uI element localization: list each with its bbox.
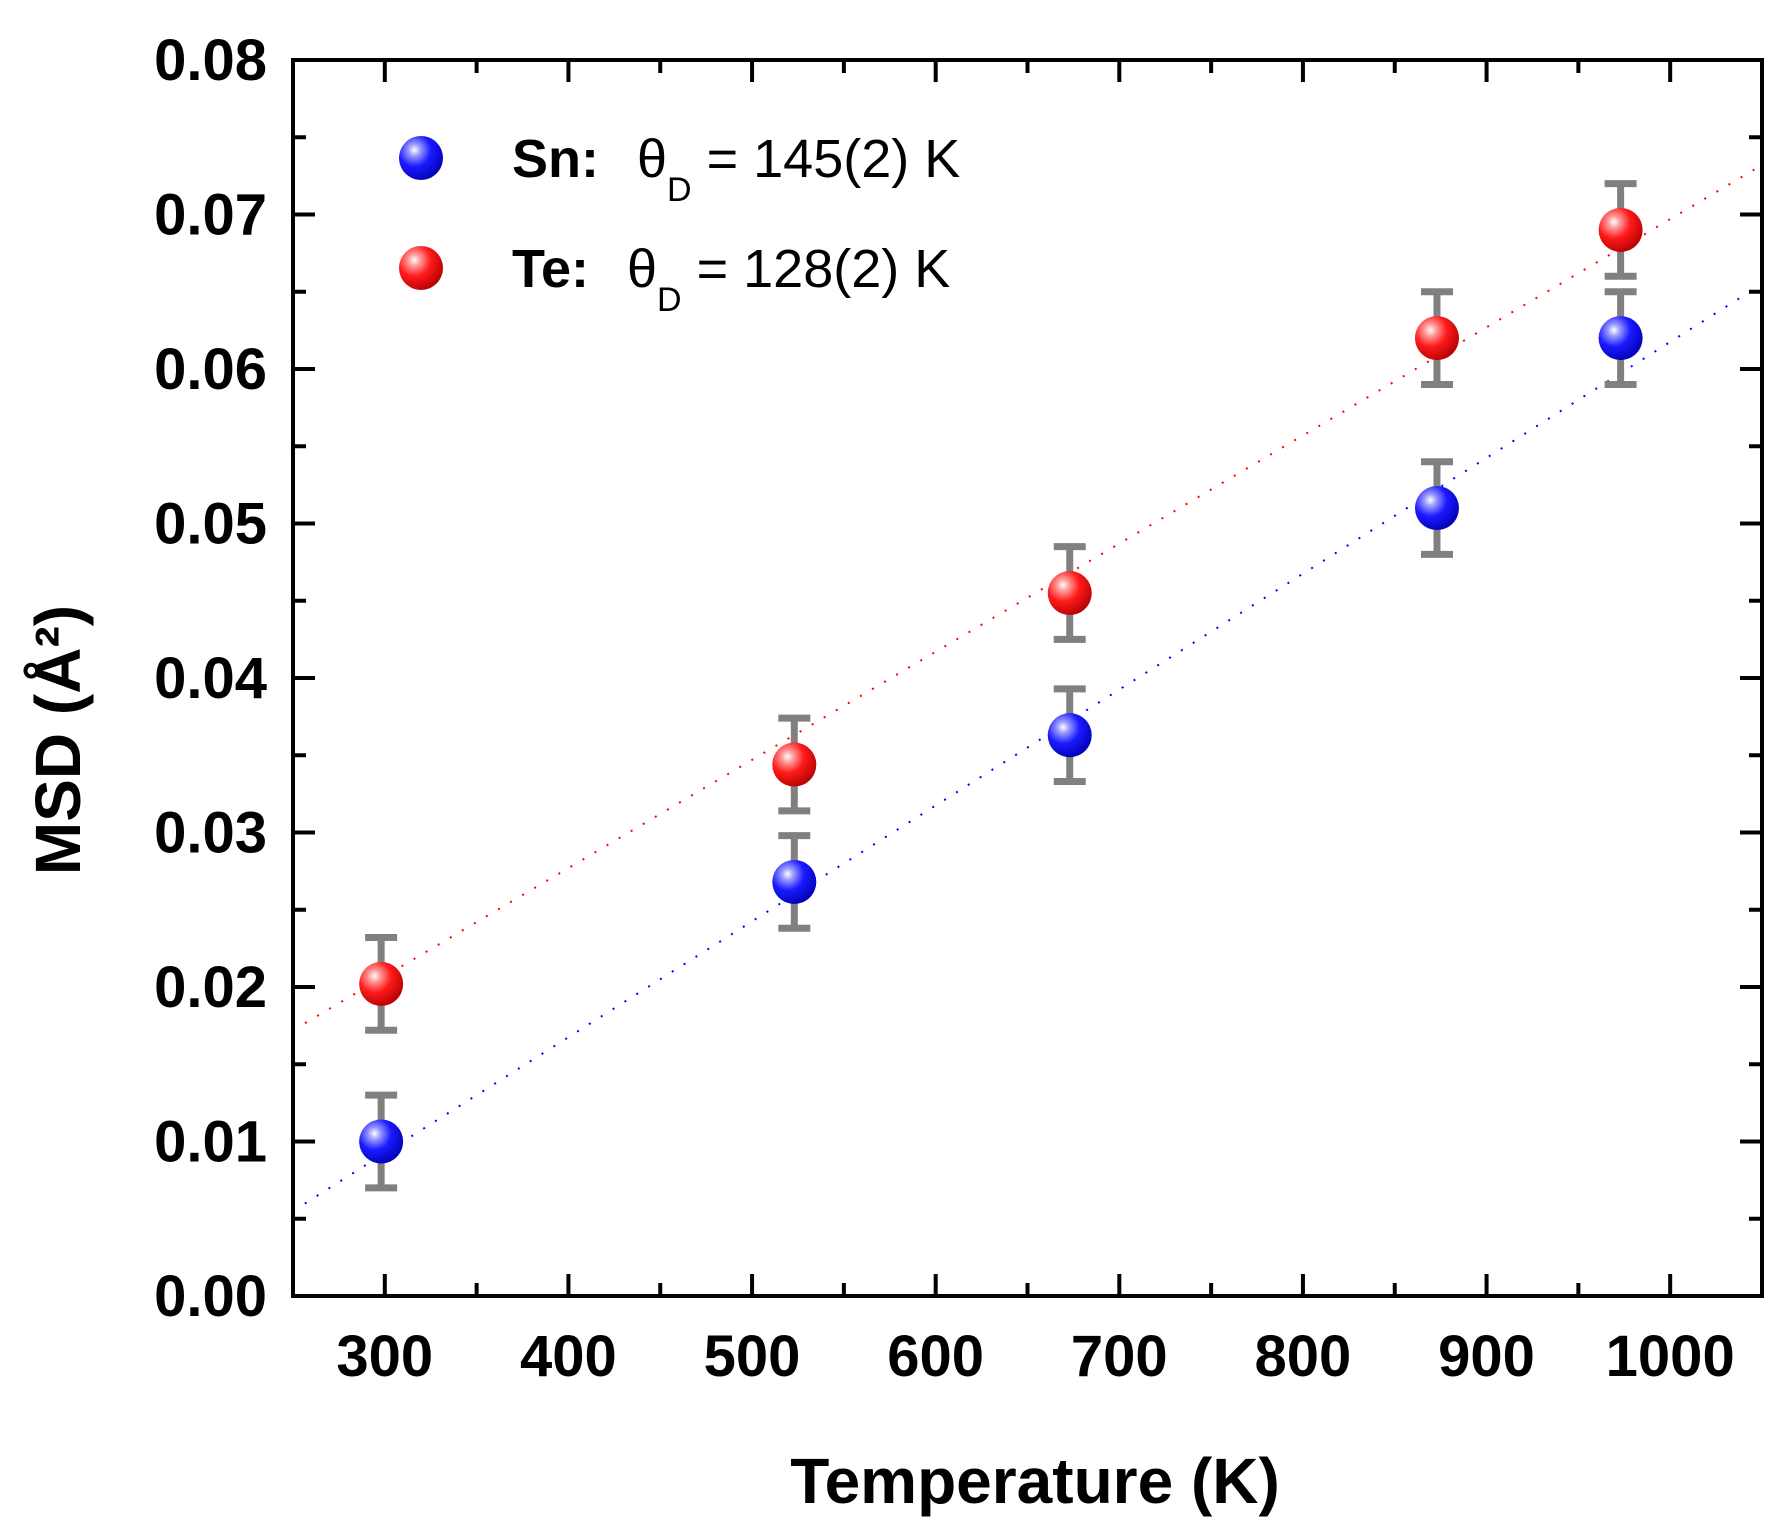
data-point-sn xyxy=(1414,486,1459,531)
y-axis-title: MSD (Å²) xyxy=(22,605,94,875)
legend: Sn: θD = 145(2) KTe: θD = 128(2) K xyxy=(399,129,960,319)
data-point-te xyxy=(359,961,404,1006)
legend-subscript: D xyxy=(667,171,692,209)
legend-marker-sn xyxy=(399,136,443,180)
x-tick-label: 500 xyxy=(704,1324,801,1389)
x-tick-label: 400 xyxy=(520,1324,617,1389)
y-tick-label: 0.07 xyxy=(154,183,267,248)
y-tick-label: 0.04 xyxy=(154,646,267,711)
tick-labels: 300 400 500 600 700 800 900 1000 0.00 0.01 0.02 0.0… xyxy=(154,28,1735,1389)
legend-subscript: D xyxy=(657,281,682,319)
x-tick-label: 800 xyxy=(1255,1324,1352,1389)
data-point-te xyxy=(1598,207,1643,252)
y-tick-label: 0.02 xyxy=(154,955,267,1020)
data-point-te xyxy=(1047,571,1092,616)
x-tick-label: 1000 xyxy=(1606,1324,1735,1389)
x-tick-label: 600 xyxy=(887,1324,984,1389)
legend-label-te: Te: θD = 128(2) K xyxy=(512,239,950,319)
data-point-te xyxy=(1414,316,1459,361)
legend-theta: θ xyxy=(637,129,667,189)
fit-line-sn xyxy=(292,283,1763,1212)
data-point-sn xyxy=(772,859,817,904)
legend-value: = 128(2) K xyxy=(682,239,951,299)
legend-theta: θ xyxy=(627,239,657,299)
data-points xyxy=(359,207,1643,1164)
y-tick-label: 0.06 xyxy=(154,337,267,402)
y-tick-label: 0.00 xyxy=(154,1264,267,1329)
x-tick-label: 700 xyxy=(1071,1324,1168,1389)
y-tick-label: 0.08 xyxy=(154,28,267,93)
data-point-te xyxy=(772,742,817,787)
axes xyxy=(291,58,1764,1298)
legend-value: = 145(2) K xyxy=(692,129,961,189)
y-tick-label: 0.03 xyxy=(154,801,267,866)
data-point-sn xyxy=(359,1119,404,1164)
x-axis-title: Temperature (K) xyxy=(790,1445,1280,1517)
x-tick-label: 300 xyxy=(336,1324,433,1389)
legend-marker-te xyxy=(399,246,443,290)
data-point-sn xyxy=(1047,713,1092,758)
legend-label-sn: Sn: θD = 145(2) K xyxy=(512,129,960,209)
data-point-sn xyxy=(1598,316,1643,361)
fit-lines xyxy=(292,164,1763,1212)
y-tick-label: 0.01 xyxy=(154,1110,267,1175)
x-tick-label: 900 xyxy=(1438,1324,1535,1389)
y-tick-label: 0.05 xyxy=(154,492,267,557)
legend-element: Sn: xyxy=(512,129,599,189)
legend-element: Te: xyxy=(512,239,589,299)
